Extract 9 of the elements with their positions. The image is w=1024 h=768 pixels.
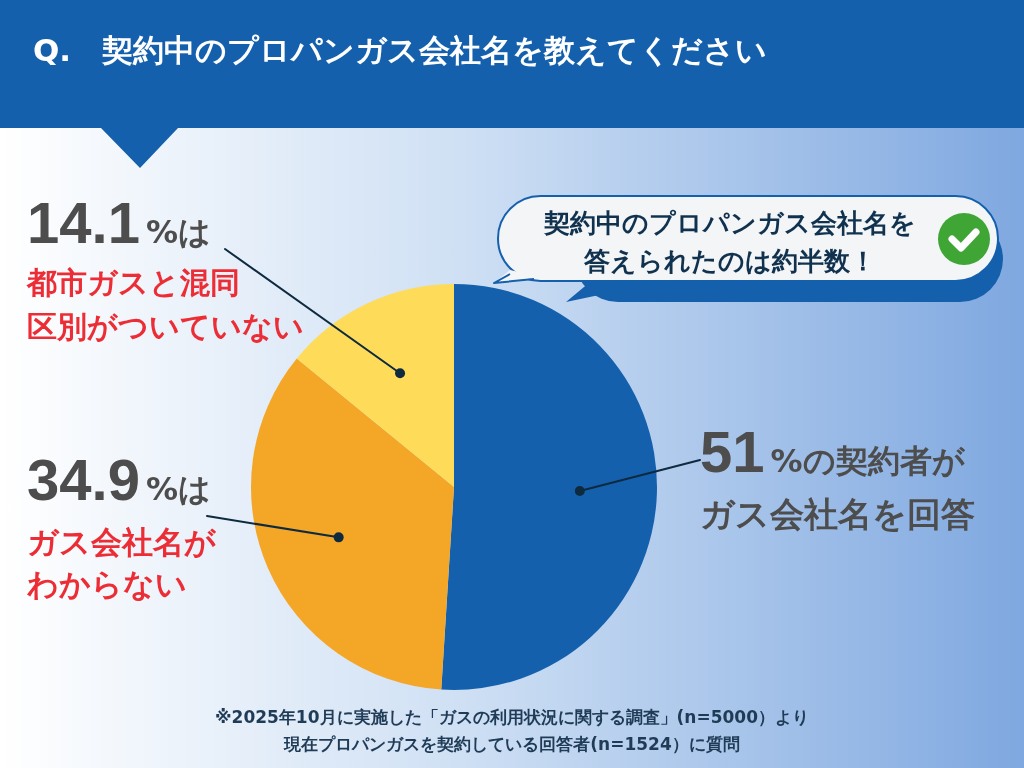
data-label: 34.9%は xyxy=(27,446,211,512)
chart-title: Q. 契約中のプロパンガス会社名を教えてください xyxy=(33,31,768,70)
text: ※2025年10月に実施した「ガスの利用状況に関する調査」(n=5000）より現在プロパンガスを契約している回答者(n=1524）に質問 xyxy=(215,706,809,756)
slice-label: ガス会社名がわからない xyxy=(27,523,216,605)
data-label: 14.1%は xyxy=(27,189,211,255)
slice-label: ガス会社名を回答 xyxy=(700,493,975,537)
data-label: 51%の契約者が xyxy=(700,418,965,484)
header-banner: Q. 契約中のプロパンガス会社名を教えてください xyxy=(0,0,1024,168)
slice-label: 都市ガスと混同区別がついていない xyxy=(27,263,304,346)
